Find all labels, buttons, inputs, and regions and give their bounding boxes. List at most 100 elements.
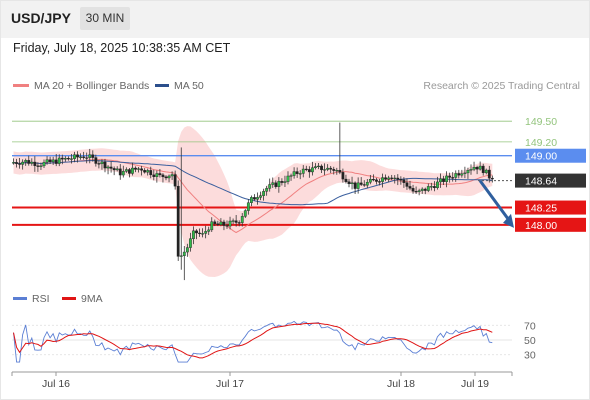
candle bbox=[414, 186, 418, 195]
candle bbox=[106, 165, 110, 175]
candle-body bbox=[57, 157, 61, 164]
candle bbox=[45, 156, 49, 165]
candle bbox=[417, 188, 421, 196]
candle bbox=[304, 165, 308, 172]
candle-body bbox=[240, 216, 244, 223]
candle-body bbox=[73, 154, 76, 159]
candle-body bbox=[353, 182, 357, 189]
candle-body bbox=[21, 161, 25, 165]
candle-body bbox=[280, 181, 284, 183]
candle bbox=[338, 122, 342, 175]
ma50-swatch-icon bbox=[155, 83, 169, 87]
candle-body bbox=[204, 231, 208, 234]
candle bbox=[152, 169, 156, 181]
candle-body bbox=[146, 170, 150, 173]
candle-body bbox=[335, 170, 339, 172]
candle-body bbox=[30, 161, 34, 164]
rsi-swatch-icon bbox=[13, 296, 27, 300]
candle-body bbox=[15, 162, 18, 164]
candle bbox=[51, 156, 55, 165]
candle-body bbox=[362, 184, 366, 186]
candle-body bbox=[301, 168, 305, 174]
candle bbox=[240, 213, 244, 227]
candle-body bbox=[323, 169, 326, 171]
candle bbox=[63, 156, 67, 162]
candle bbox=[423, 187, 427, 195]
candle bbox=[280, 178, 284, 186]
rsi-level-label: 50 bbox=[524, 335, 536, 347]
level-label-149-00: 149.00 bbox=[515, 148, 586, 163]
candle bbox=[350, 176, 354, 190]
candle bbox=[140, 165, 143, 176]
candle bbox=[54, 154, 58, 167]
candle bbox=[198, 228, 201, 237]
candlesticks bbox=[12, 122, 494, 281]
candle bbox=[256, 192, 259, 205]
candle bbox=[368, 174, 372, 185]
candle-body bbox=[451, 177, 455, 179]
candle bbox=[246, 199, 250, 215]
candle bbox=[231, 218, 235, 225]
level-label-text: 148.64 bbox=[525, 176, 557, 188]
candle-body bbox=[259, 195, 262, 198]
candle bbox=[481, 163, 485, 176]
candle-body bbox=[149, 170, 153, 176]
candle bbox=[88, 148, 92, 164]
candle bbox=[48, 156, 52, 164]
candle bbox=[429, 182, 433, 191]
candle-body bbox=[12, 162, 15, 164]
candle-body bbox=[188, 238, 192, 248]
candle bbox=[134, 166, 137, 173]
candle bbox=[94, 154, 98, 167]
candle-body bbox=[45, 159, 49, 163]
candle-body bbox=[466, 170, 470, 174]
candle-body bbox=[137, 168, 140, 170]
candle-body bbox=[454, 173, 458, 178]
candle bbox=[460, 169, 464, 178]
candle bbox=[484, 168, 488, 175]
candle-body bbox=[88, 154, 92, 158]
candle bbox=[42, 159, 46, 169]
candle-body bbox=[103, 161, 107, 169]
rsi-panel: 70 50 30 bbox=[12, 320, 536, 363]
candle bbox=[15, 158, 18, 168]
time-tick-label: Jul 16 bbox=[42, 378, 70, 390]
candle bbox=[323, 163, 326, 176]
candle-body bbox=[76, 154, 79, 158]
candle-body bbox=[79, 156, 83, 158]
candle bbox=[39, 162, 43, 170]
candle-body bbox=[289, 175, 293, 177]
candle-body bbox=[292, 171, 296, 176]
candle bbox=[472, 161, 476, 172]
candle bbox=[118, 164, 122, 180]
candle bbox=[301, 165, 305, 178]
candle bbox=[170, 171, 174, 180]
candle bbox=[192, 226, 195, 245]
price-level-labels: 149.50 149.20 149.00 148.64 148.25 148.00 bbox=[515, 116, 586, 232]
candle bbox=[271, 177, 275, 188]
candle-body bbox=[27, 160, 31, 164]
candle-body bbox=[478, 165, 482, 170]
candle bbox=[298, 170, 302, 180]
candle-body bbox=[100, 161, 104, 164]
candle bbox=[436, 176, 439, 190]
timeframe-button[interactable]: 30 MIN bbox=[80, 7, 130, 30]
candle-body bbox=[237, 222, 241, 224]
candle bbox=[341, 168, 345, 183]
candle-body bbox=[82, 156, 86, 158]
candle bbox=[207, 226, 211, 236]
candle-body bbox=[225, 225, 229, 227]
candle bbox=[124, 167, 128, 173]
candle-body bbox=[253, 197, 256, 200]
candle-body bbox=[152, 174, 156, 177]
candle bbox=[286, 171, 290, 185]
candle bbox=[161, 173, 165, 183]
candle-body bbox=[344, 178, 348, 182]
candle-body bbox=[460, 173, 464, 176]
candle bbox=[149, 166, 153, 179]
candle bbox=[204, 225, 208, 239]
candle bbox=[109, 161, 113, 173]
candle-body bbox=[109, 166, 113, 169]
symbol-label: USD/JPY bbox=[11, 10, 71, 26]
